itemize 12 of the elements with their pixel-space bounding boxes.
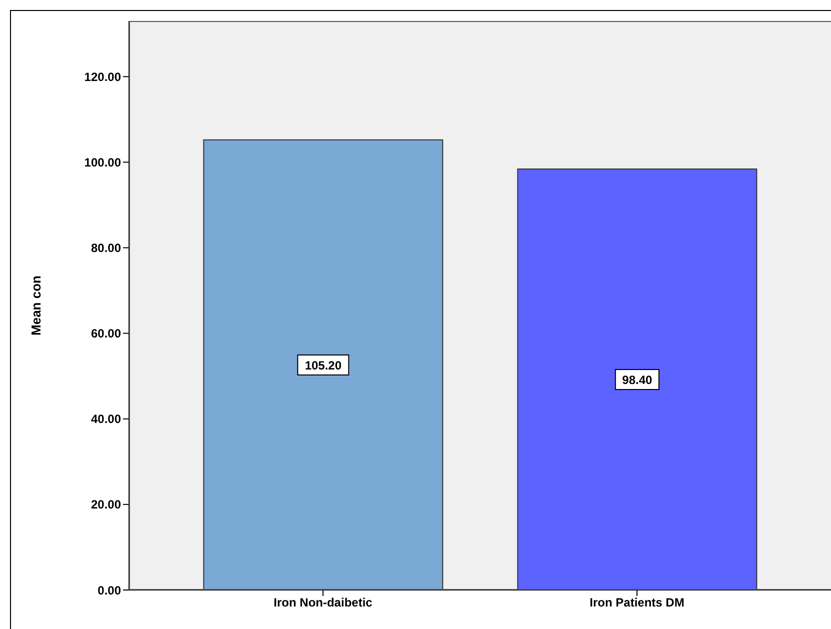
x-tick-label: Iron Patients DM [590,596,684,610]
x-tick-label: Iron Non-daibetic [274,596,373,610]
y-tick-label: 40.00 [90,412,122,426]
y-tick-label: 80.00 [90,241,122,256]
y-tick-label: 120.00 [84,70,122,84]
y-tick-label: 100.00 [84,155,122,170]
y-tick-label: 60.00 [90,326,122,341]
y-tick-label: 20.00 [90,498,122,512]
data-label: 105.20 [304,358,342,372]
data-label: 98.40 [622,373,653,388]
y-axis-title: Mean con [28,275,44,336]
y-tick-label: 0.00 [98,583,122,598]
